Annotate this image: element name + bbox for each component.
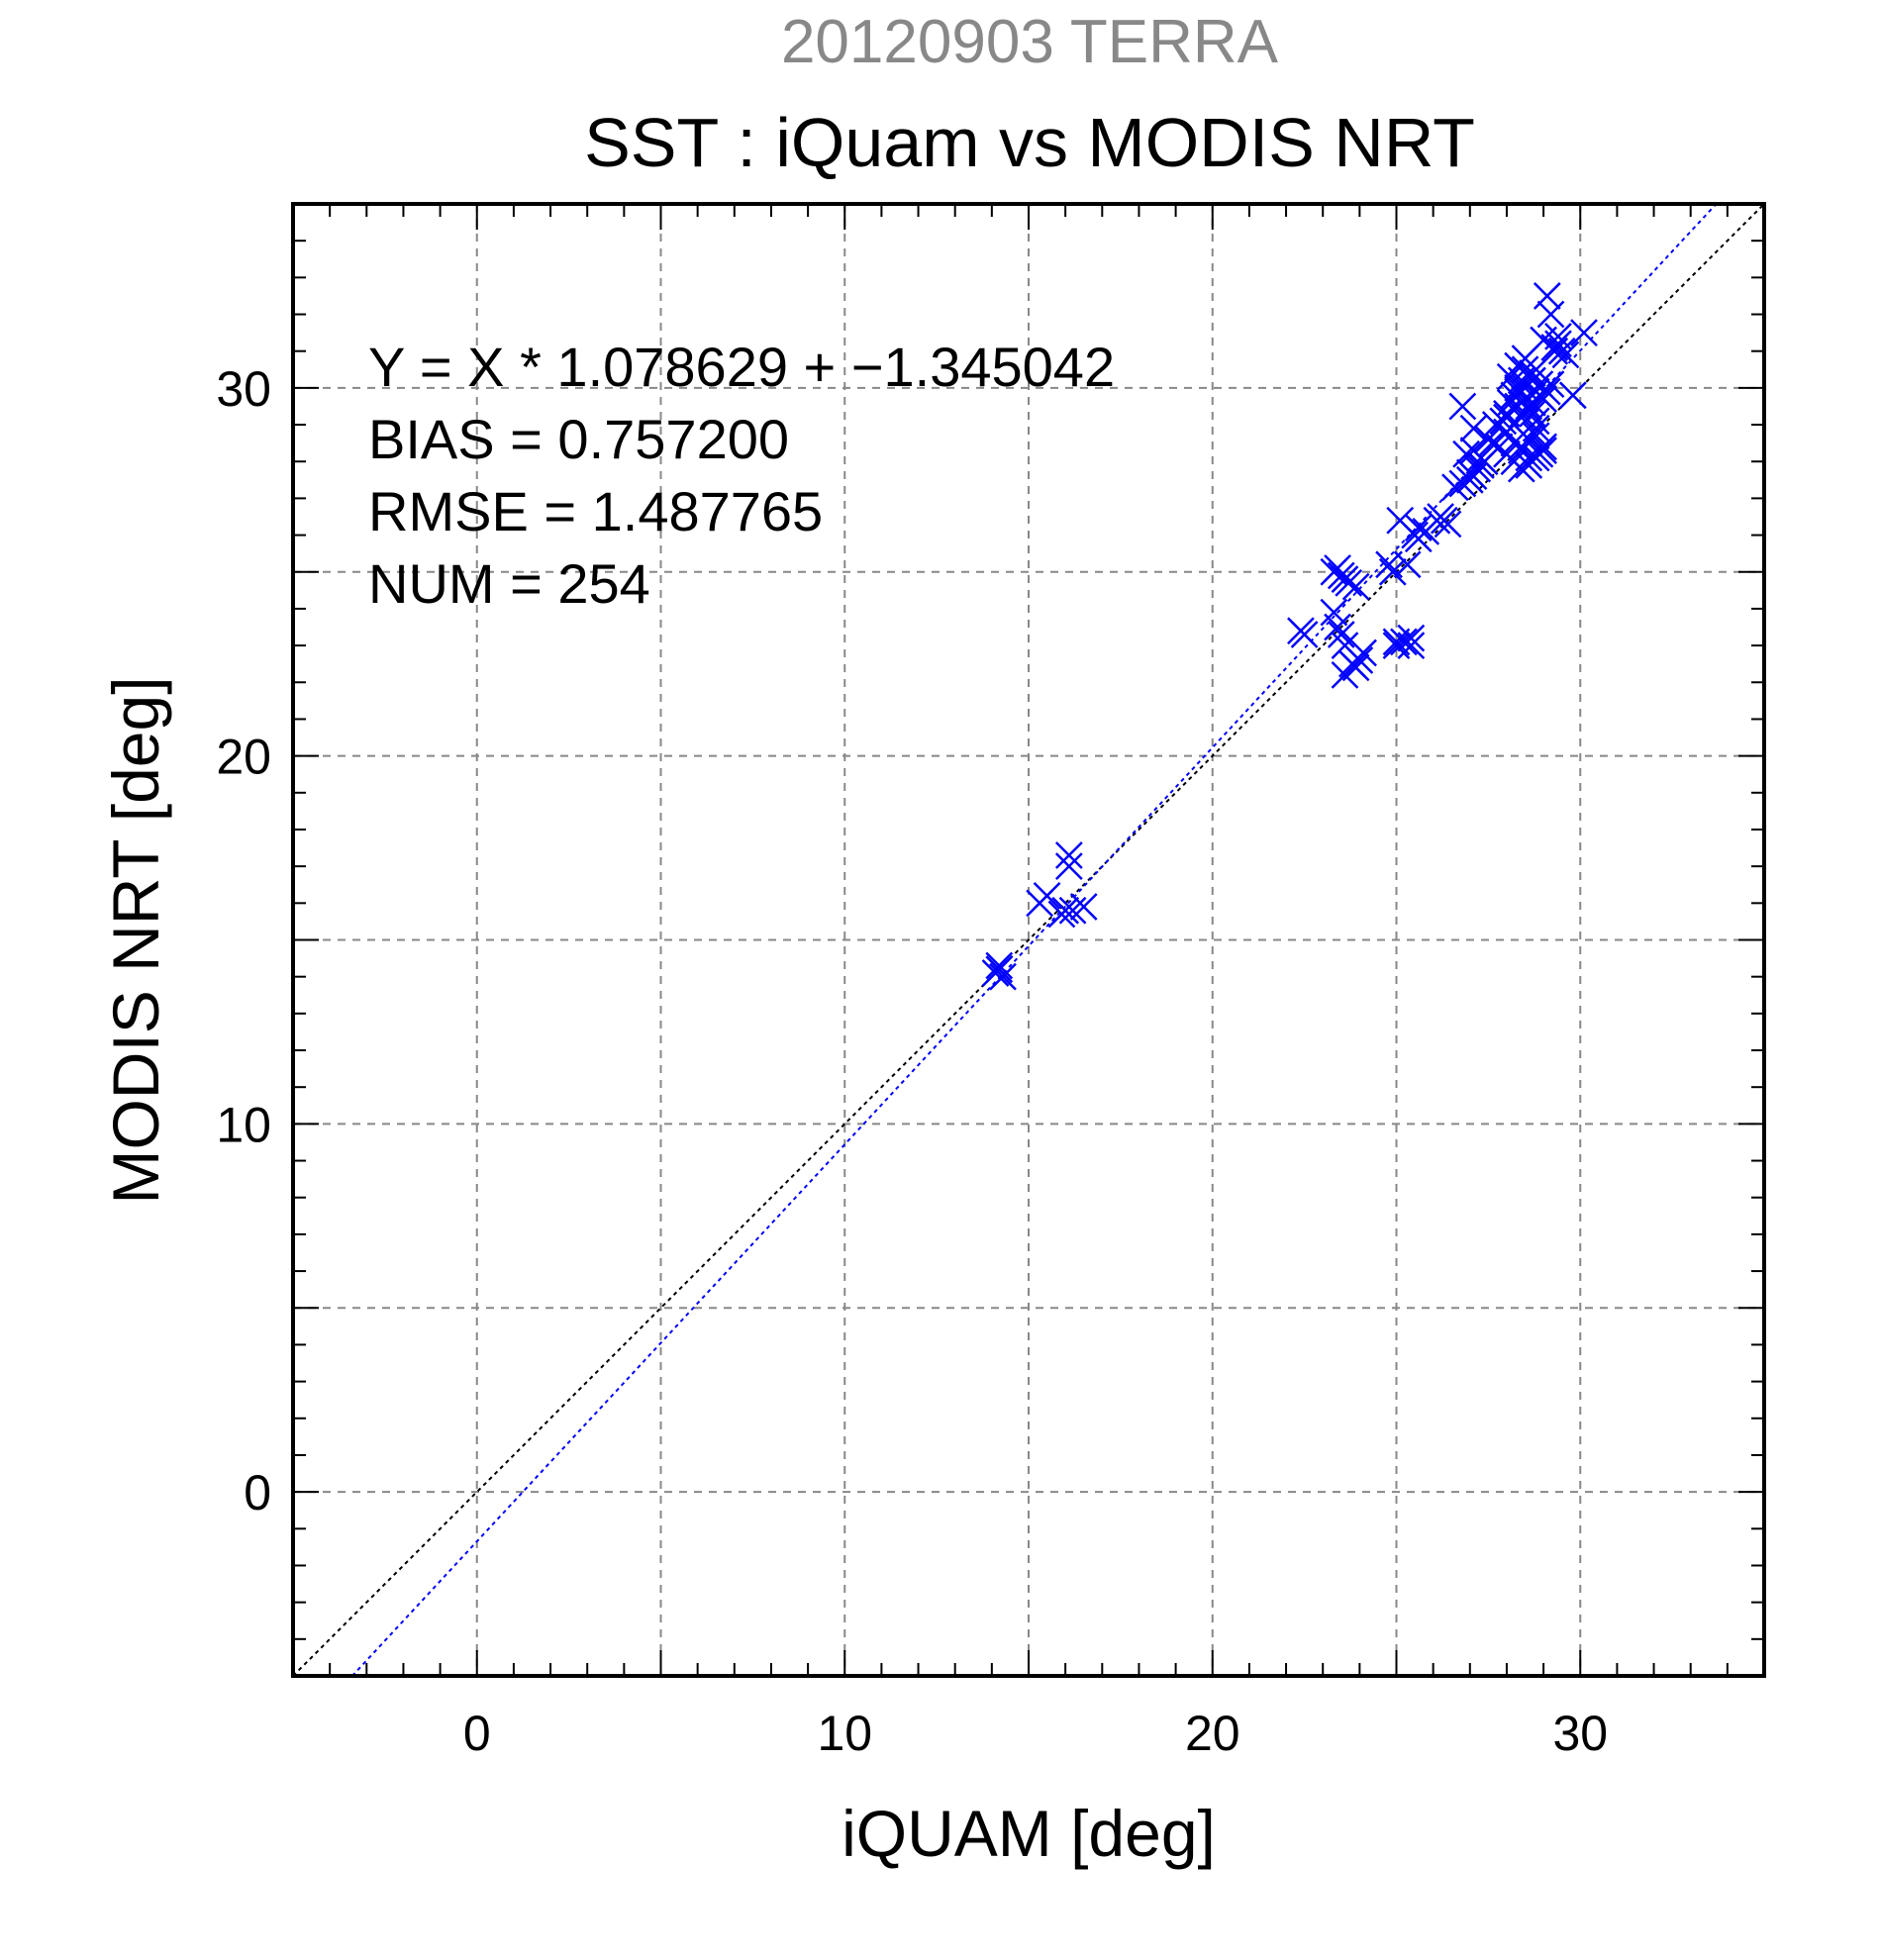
data-point bbox=[1558, 381, 1587, 410]
stat-line: NUM = 254 bbox=[368, 552, 650, 615]
data-point bbox=[1519, 359, 1546, 387]
data-point bbox=[1493, 403, 1521, 432]
data-point bbox=[1474, 426, 1503, 453]
data-point bbox=[1467, 443, 1495, 472]
data-point bbox=[1327, 621, 1355, 648]
data-point bbox=[1500, 447, 1529, 476]
data-points bbox=[981, 282, 1598, 991]
stats-annotation: Y = X * 1.078629 + −1.345042 BIAS = 0.757… bbox=[368, 336, 1115, 615]
data-point bbox=[1331, 632, 1359, 659]
y-tick-label: 0 bbox=[244, 1465, 271, 1520]
data-point bbox=[1058, 896, 1087, 925]
x-tick-label: 20 bbox=[1185, 1706, 1240, 1761]
data-point bbox=[1349, 638, 1377, 667]
data-point bbox=[1047, 900, 1076, 929]
data-point bbox=[1033, 882, 1061, 910]
data-point bbox=[1290, 621, 1319, 648]
reference-lines bbox=[293, 204, 1764, 1676]
data-point bbox=[1341, 572, 1370, 601]
data-point bbox=[989, 962, 1017, 991]
data-point bbox=[1054, 852, 1083, 881]
data-point bbox=[1540, 334, 1569, 361]
data-point bbox=[1390, 628, 1418, 656]
data-point bbox=[1459, 414, 1488, 442]
x-axis-label: iQUAM [deg] bbox=[842, 1797, 1216, 1870]
chart-title: SST : iQuam vs MODIS NRT bbox=[584, 104, 1475, 181]
data-point bbox=[1320, 598, 1348, 627]
data-point bbox=[1530, 385, 1557, 413]
data-point bbox=[1382, 632, 1411, 659]
data-point bbox=[1069, 893, 1098, 921]
data-point bbox=[1570, 319, 1598, 346]
data-point bbox=[1378, 557, 1407, 586]
y-tick-label: 20 bbox=[216, 730, 271, 785]
data-point bbox=[1054, 841, 1083, 869]
x-tick-label: 30 bbox=[1552, 1706, 1608, 1761]
identity-line bbox=[293, 204, 1764, 1676]
x-tick-label: 10 bbox=[817, 1706, 872, 1761]
chart-suptitle: 20120903 TERRA bbox=[781, 8, 1279, 76]
data-point bbox=[1341, 653, 1370, 682]
data-point bbox=[1448, 392, 1477, 421]
data-point bbox=[1536, 300, 1565, 329]
data-point bbox=[1519, 400, 1546, 428]
data-point bbox=[1397, 624, 1426, 652]
data-point bbox=[1459, 462, 1488, 490]
x-tick-label: 0 bbox=[463, 1706, 491, 1761]
grid-lines bbox=[293, 204, 1764, 1676]
data-point bbox=[1404, 514, 1433, 542]
data-point bbox=[1393, 550, 1422, 579]
data-point bbox=[1533, 377, 1561, 406]
tick-labels: 0 10 20 30 0 10 20 30 bbox=[216, 361, 1608, 1761]
data-point bbox=[1544, 322, 1572, 350]
data-point bbox=[1504, 377, 1532, 406]
stat-line: RMSE = 1.487765 bbox=[368, 480, 823, 542]
data-point bbox=[985, 951, 1014, 980]
data-point bbox=[1519, 366, 1546, 395]
data-point bbox=[1536, 370, 1565, 399]
data-point bbox=[1522, 407, 1550, 436]
y-axis-label: MODIS NRT [deg] bbox=[99, 676, 172, 1204]
y-tick-label: 10 bbox=[216, 1097, 271, 1152]
data-point bbox=[985, 955, 1014, 984]
stat-line: Y = X * 1.078629 + −1.345042 bbox=[368, 336, 1115, 398]
data-point bbox=[1335, 569, 1363, 597]
y-tick-label: 30 bbox=[216, 361, 271, 417]
stat-line: BIAS = 0.757200 bbox=[368, 408, 789, 470]
data-point bbox=[1533, 282, 1561, 310]
plot-frame bbox=[291, 202, 1766, 1678]
data-point bbox=[1434, 510, 1462, 539]
data-point bbox=[1397, 632, 1426, 659]
